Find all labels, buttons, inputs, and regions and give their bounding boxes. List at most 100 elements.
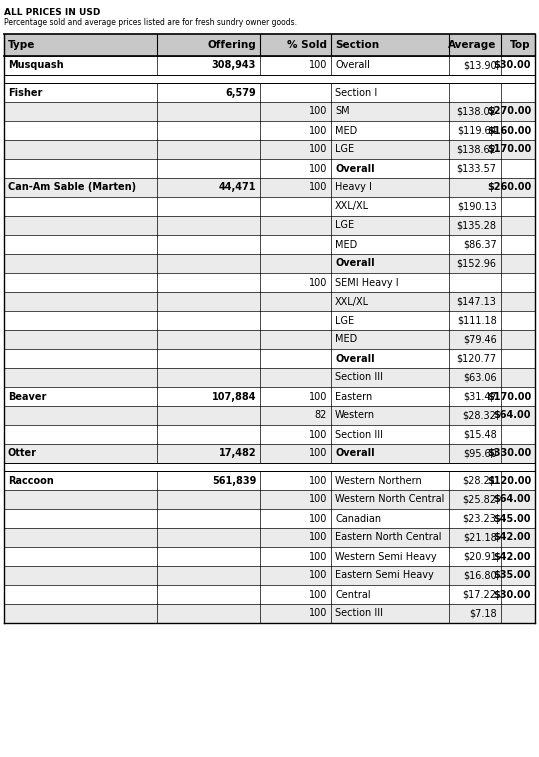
Text: $63.06: $63.06 [463,372,496,382]
Text: 100: 100 [309,182,327,192]
Text: $95.60: $95.60 [463,448,496,459]
Text: $15.48: $15.48 [463,429,496,440]
Text: Canadian: Canadian [335,513,381,524]
Text: $64.00: $64.00 [494,494,531,504]
Bar [4,311,535,330]
Text: 82: 82 [315,410,327,420]
Text: Fisher: Fisher [8,88,43,98]
Text: $270.00: $270.00 [487,107,531,117]
Text: $28.21: $28.21 [462,475,496,485]
Text: $17.22: $17.22 [462,590,496,600]
Bar [4,349,535,368]
Text: $7.18: $7.18 [469,609,496,618]
Text: Eastern Semi Heavy: Eastern Semi Heavy [335,571,434,581]
Text: Section I: Section I [335,88,377,98]
Text: 100: 100 [309,494,327,504]
Text: MED: MED [335,239,357,250]
Bar [4,292,535,311]
Text: $42.00: $42.00 [494,552,531,562]
Bar [4,406,535,425]
Text: $111.18: $111.18 [457,316,496,326]
Text: 561,839: 561,839 [212,475,256,485]
Text: 17,482: 17,482 [218,448,256,459]
Text: $28.32: $28.32 [462,410,496,420]
Text: $170.00: $170.00 [487,391,531,401]
Bar [4,56,535,75]
Text: 308,943: 308,943 [212,61,256,70]
Text: ALL PRICES IN USD: ALL PRICES IN USD [4,8,100,17]
Bar [4,121,535,140]
Text: $135.28: $135.28 [457,220,496,230]
Text: Section III: Section III [335,429,383,440]
Text: 107,884: 107,884 [212,391,256,401]
Text: Average: Average [448,40,496,50]
Text: $120.00: $120.00 [487,475,531,485]
Text: Eastern North Central: Eastern North Central [335,532,441,543]
Text: 100: 100 [309,278,327,288]
Text: Overall: Overall [335,164,375,173]
Text: Western Semi Heavy: Western Semi Heavy [335,552,437,562]
Text: $152.96: $152.96 [457,258,496,269]
Text: Percentage sold and average prices listed are for fresh sundry owner goods.: Percentage sold and average prices liste… [4,18,297,27]
Bar [4,585,535,604]
Text: 100: 100 [309,448,327,459]
Text: $170.00: $170.00 [487,145,531,154]
Bar [4,254,535,273]
Bar [4,34,535,56]
Text: MED: MED [335,335,357,344]
Text: 100: 100 [309,107,327,117]
Text: $120.77: $120.77 [457,354,496,363]
Text: 100: 100 [309,164,327,173]
Text: $133.57: $133.57 [457,164,496,173]
Bar [4,471,535,490]
Text: Otter: Otter [8,448,37,459]
Text: Type: Type [8,40,36,50]
Text: $25.82: $25.82 [462,494,496,504]
Text: SEMI Heavy I: SEMI Heavy I [335,278,399,288]
Bar [4,216,535,235]
Text: Western North Central: Western North Central [335,494,445,504]
Bar [4,528,535,547]
Text: Central: Central [335,590,371,600]
Text: 44,471: 44,471 [219,182,256,192]
Text: $64.00: $64.00 [494,410,531,420]
Bar [4,273,535,292]
Text: 100: 100 [309,391,327,401]
Text: Overall: Overall [335,448,375,459]
Text: 100: 100 [309,571,327,581]
Text: Overall: Overall [335,354,375,363]
Bar [4,368,535,387]
Text: Heavy I: Heavy I [335,182,372,192]
Text: $30.00: $30.00 [494,61,531,70]
Bar [4,490,535,509]
Text: 6,579: 6,579 [225,88,256,98]
Text: $190.13: $190.13 [457,201,496,211]
Bar [4,235,535,254]
Text: $23.23: $23.23 [462,513,496,524]
Bar [4,75,535,83]
Bar [4,547,535,566]
Bar [4,330,535,349]
Bar [4,102,535,121]
Text: $35.00: $35.00 [494,571,531,581]
Text: Can-Am Sable (Marten): Can-Am Sable (Marten) [8,182,136,192]
Text: $330.00: $330.00 [487,448,531,459]
Bar [4,83,535,102]
Text: XXL/XL: XXL/XL [335,297,369,307]
Text: $260.00: $260.00 [487,182,531,192]
Text: Overall: Overall [335,61,370,70]
Text: SM: SM [335,107,350,117]
Text: Top: Top [510,40,531,50]
Text: LGE: LGE [335,316,354,326]
Text: $45.00: $45.00 [494,513,531,524]
Text: 100: 100 [309,552,327,562]
Text: Eastern: Eastern [335,391,372,401]
Text: % Sold: % Sold [287,40,327,50]
Text: $13.90: $13.90 [463,61,496,70]
Text: Musquash: Musquash [8,61,64,70]
Text: Overall: Overall [335,258,375,269]
Bar [4,178,535,197]
Bar [4,509,535,528]
Text: $138.02: $138.02 [457,107,496,117]
Text: 100: 100 [309,126,327,136]
